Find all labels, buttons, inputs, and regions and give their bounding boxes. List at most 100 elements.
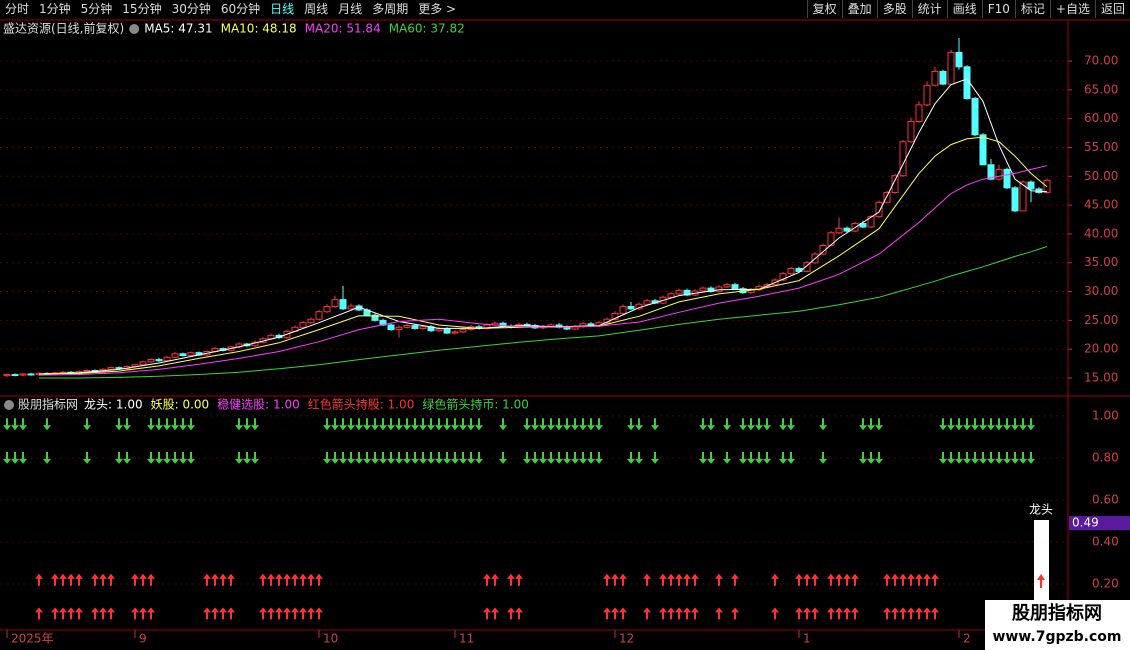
- signal-arrow: [651, 418, 659, 431]
- period-tab[interactable]: 分时: [5, 2, 30, 16]
- tools: 复权 叠加 多股 统计 画线 F10 标记 +自选 返回: [806, 0, 1130, 20]
- signal-arrow: [115, 418, 123, 431]
- signal-arrow: [867, 418, 875, 431]
- signal-arrow: [3, 451, 11, 464]
- candle-body: [107, 367, 115, 370]
- candle-body: [787, 268, 795, 275]
- signal-arrow: [699, 418, 707, 431]
- signal-arrow: [147, 418, 155, 431]
- candle-body: [1027, 181, 1035, 190]
- signal-arrow: [627, 451, 635, 464]
- signal-arrow: [211, 607, 219, 620]
- y-tick-label: 65.00: [1084, 82, 1118, 96]
- tool-button[interactable]: 多股: [876, 0, 912, 18]
- signal-arrow: [699, 451, 707, 464]
- signal-arrow: [627, 418, 635, 431]
- cursor-label: 0.49: [1072, 516, 1099, 530]
- signal-arrow: [499, 451, 507, 464]
- tool-button[interactable]: 统计: [911, 0, 947, 18]
- signal-arrow: [835, 573, 843, 586]
- candle-body: [995, 168, 1003, 180]
- signal-arrow: [483, 607, 491, 620]
- period-tab[interactable]: 周线: [304, 2, 329, 16]
- signal-arrow: [51, 607, 59, 620]
- signal-arrow: [587, 451, 595, 464]
- signal-arrow: [83, 451, 91, 464]
- y-tick-label: 45.00: [1084, 198, 1118, 212]
- signal-arrow: [19, 451, 27, 464]
- signal-arrow: [731, 573, 739, 586]
- tool-button[interactable]: +自选: [1049, 0, 1095, 18]
- signal-arrow: [35, 573, 43, 586]
- tool-button[interactable]: F10: [981, 0, 1015, 18]
- period-tab[interactable]: 60分钟: [220, 2, 261, 16]
- signal-arrow: [163, 418, 171, 431]
- tool-button[interactable]: 叠加: [841, 0, 877, 18]
- legend-text: 稳健选股: 1.00: [217, 397, 300, 412]
- signal-arrow: [227, 607, 235, 620]
- watermark-url: www.7gpzb.com: [992, 629, 1121, 645]
- candle-body: [891, 175, 899, 193]
- legend-text: 绿色箭头持币: 1.00: [422, 397, 529, 412]
- signal-arrow: [675, 607, 683, 620]
- signal-arrow: [251, 451, 259, 464]
- tool-button[interactable]: 复权: [806, 0, 842, 18]
- signal-arrow: [851, 607, 859, 620]
- tool-button[interactable]: 返回: [1094, 0, 1130, 18]
- candle-body: [779, 273, 787, 281]
- signal-arrow: [899, 573, 907, 586]
- signal-arrow: [763, 451, 771, 464]
- signal-arrow: [619, 573, 627, 586]
- y-tick-label: 0.60: [1092, 492, 1119, 506]
- signal-arrow: [467, 451, 475, 464]
- signal-arrow: [299, 573, 307, 586]
- candle-body: [19, 373, 27, 376]
- signal-arrow: [347, 451, 355, 464]
- watermark-box: [985, 600, 1130, 650]
- signal-arrow: [123, 451, 131, 464]
- x-tick-label: 2025年: [11, 632, 54, 646]
- x-tick-label: 12: [619, 632, 634, 646]
- candle-body: [299, 322, 307, 328]
- signal-arrow: [803, 573, 811, 586]
- signal-arrow: [539, 451, 547, 464]
- candle-body: [1003, 168, 1011, 189]
- candle-body: [403, 325, 411, 328]
- signal-arrow: [595, 418, 603, 431]
- signal-arrow: [411, 451, 419, 464]
- candle-body: [883, 191, 891, 203]
- tool-button[interactable]: 标记: [1014, 0, 1050, 18]
- candle-body: [723, 284, 731, 288]
- signal-arrow: [939, 451, 947, 464]
- candle-body: [435, 328, 443, 332]
- candle-body: [147, 359, 155, 363]
- signal-arrow: [923, 573, 931, 586]
- legend-text: 股朋指标网: [18, 397, 78, 412]
- period-tab[interactable]: 日线: [270, 2, 295, 16]
- candle-body: [667, 293, 675, 298]
- period-tab[interactable]: 1分钟: [39, 2, 71, 16]
- y-tick-label: 40.00: [1084, 226, 1118, 240]
- signal-arrow: [299, 607, 307, 620]
- tool-button[interactable]: 画线: [946, 0, 982, 18]
- signal-arrow: [771, 573, 779, 586]
- signal-arrow: [515, 607, 523, 620]
- signal-arrow: [683, 607, 691, 620]
- period-tab[interactable]: 更多 >: [418, 2, 457, 16]
- signal-arrow: [387, 418, 395, 431]
- signal-arrow: [275, 573, 283, 586]
- signal-arrow: [443, 418, 451, 431]
- period-tab[interactable]: 15分钟: [122, 2, 162, 16]
- period-tab[interactable]: 30分钟: [171, 2, 211, 16]
- signal-arrow: [179, 451, 187, 464]
- signal-arrow: [659, 607, 667, 620]
- period-tab[interactable]: 5分钟: [80, 2, 113, 16]
- period-tab[interactable]: 月线: [338, 2, 363, 16]
- signal-arrow: [211, 573, 219, 586]
- signal-arrow: [355, 418, 363, 431]
- signal-arrow: [683, 573, 691, 586]
- period-tab[interactable]: 多周期: [372, 2, 409, 16]
- signal-arrow: [859, 451, 867, 464]
- candle-body: [371, 314, 379, 321]
- candle-body: [715, 286, 723, 293]
